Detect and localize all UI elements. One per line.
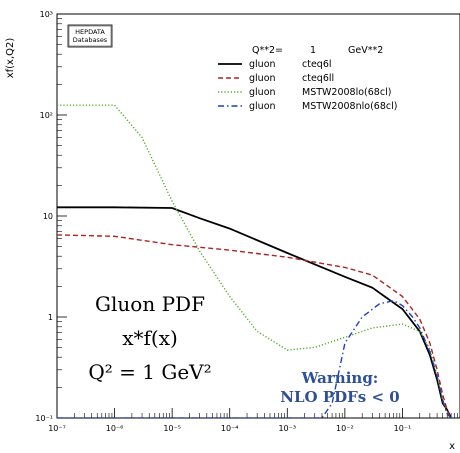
- x-tick-label: 10⁻⁵: [163, 424, 181, 433]
- title-line-3: Q² = 1 GeV²: [88, 360, 211, 384]
- x-tick-label: 10⁻³: [278, 424, 296, 433]
- series-line-mstw2008nlo-68cl-: [57, 299, 452, 418]
- legend-parton: gluon: [249, 73, 276, 84]
- legend-header-unit: GeV**2: [348, 45, 383, 56]
- y-tick-label: 10: [43, 212, 53, 221]
- y-tick-label: 10²: [40, 111, 53, 120]
- legend-series-name: cteq6ll: [302, 73, 334, 84]
- warning-line-2: NLO PDFs < 0: [280, 388, 399, 406]
- y-tick-label: 1: [48, 313, 53, 322]
- x-axis: 10⁻⁷ 10⁻⁶ 10⁻⁵ 10⁻⁴ 10⁻³ 10⁻² 10⁻¹: [48, 408, 458, 433]
- y-axis-label: xf(x,Q2): [5, 38, 16, 79]
- y-axis: 10⁻¹ 1 10 10² 10³: [35, 10, 67, 423]
- x-tick-label: 10⁻⁶: [106, 424, 124, 433]
- legend-parton: gluon: [249, 87, 276, 98]
- legend-parton: gluon: [249, 59, 276, 70]
- x-tick-label: 10⁻⁴: [221, 424, 239, 433]
- db-label-line-2: Databases: [73, 36, 108, 44]
- warning-line-1: Warning:: [301, 369, 379, 387]
- hepdata-stamp: HEPDATA Databases: [67, 24, 113, 48]
- x-tick-label: 10⁻¹: [394, 424, 412, 433]
- series-lines: [57, 104, 452, 418]
- x-axis-label: x: [449, 441, 455, 452]
- legend-header-q: Q**2=: [252, 45, 283, 56]
- legend-parton: gluon: [249, 101, 276, 112]
- x-tick-label: 10⁻⁷: [48, 424, 66, 433]
- legend: Q**2= 1 GeV**2 gluon cteq6l gluon cteq6ll gl…: [218, 45, 397, 112]
- y-tick-label: 10⁻¹: [35, 414, 53, 423]
- warning-note: Warning: NLO PDFs < 0: [280, 369, 399, 406]
- x-tick-label: 10⁻²: [336, 424, 354, 433]
- title-line-2: x*f(x): [122, 326, 178, 350]
- legend-header-value: 1: [310, 45, 316, 56]
- legend-series-name: MSTW2008lo(68cl): [302, 87, 391, 98]
- db-label-line-1: HEPDATA: [75, 28, 105, 36]
- title-line-1: Gluon PDF: [95, 292, 205, 316]
- legend-series-name: MSTW2008nlo(68cl): [302, 101, 397, 112]
- legend-series-name: cteq6l: [302, 59, 332, 70]
- series-line-cteq6ll: [57, 234, 452, 418]
- title-block: Gluon PDF x*f(x) Q² = 1 GeV²: [88, 292, 211, 384]
- y-tick-label: 10³: [40, 10, 53, 19]
- series-line-cteq6l: [57, 206, 452, 418]
